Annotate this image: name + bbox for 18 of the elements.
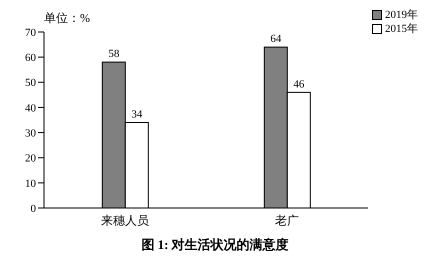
x-tick-label: 来穗人员 <box>101 214 149 228</box>
data-label: 58 <box>108 48 120 60</box>
data-label: 34 <box>131 108 143 121</box>
y-tick-label: 20 <box>25 152 36 165</box>
y-tick-label: 60 <box>25 52 36 64</box>
x-tick-label: 老广 <box>275 214 299 228</box>
text: 单位：% <box>44 10 90 27</box>
y-tick-label: 70 <box>25 26 36 39</box>
legend-label: 2019年 <box>385 8 418 22</box>
y-tick-label: 30 <box>25 127 36 140</box>
data-label: 64 <box>270 33 282 46</box>
y-tick-label: 40 <box>25 102 36 114</box>
y-tick-label: 0 <box>30 202 36 215</box>
data-label: 46 <box>293 78 305 90</box>
legend-label: 2015年 <box>385 22 418 36</box>
y-tick-label: 50 <box>25 77 36 90</box>
text: 图 1: 对生活状况的满意度 <box>140 236 290 254</box>
y-tick-label: 10 <box>25 178 36 190</box>
